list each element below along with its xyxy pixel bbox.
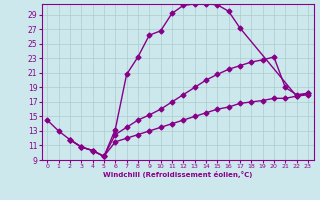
X-axis label: Windchill (Refroidissement éolien,°C): Windchill (Refroidissement éolien,°C)	[103, 171, 252, 178]
